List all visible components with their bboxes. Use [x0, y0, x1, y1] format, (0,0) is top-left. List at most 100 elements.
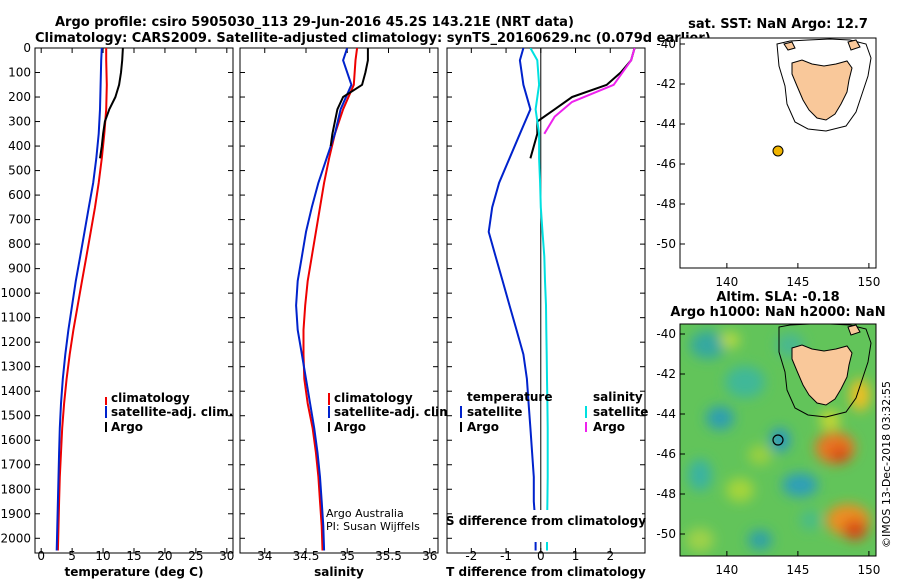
- series-argo-line: [99, 48, 124, 159]
- temperature-axis-ticks: 0 5 10 15 20 25 30: [37, 48, 234, 563]
- lon-tick-label: 145: [786, 563, 809, 577]
- depth-tick-label: 1600: [0, 433, 31, 447]
- argo-float-marker: [772, 145, 784, 157]
- depth-tick-label: 300: [8, 115, 31, 129]
- depth-tick-label: 1100: [0, 311, 31, 325]
- lat-tick-label: -42: [656, 367, 676, 381]
- x-tick-label: 20: [157, 549, 172, 563]
- salinity-legend: climatology satellite-adj. clim. Argo: [328, 391, 456, 434]
- sla-field: [686, 324, 872, 552]
- sla-shelf-outline: [778, 324, 872, 418]
- s-difference-axis-label: S difference from climatology: [446, 514, 646, 528]
- depth-tick-label: 600: [8, 188, 31, 202]
- x-tick-label: 1: [572, 549, 580, 563]
- sla-map-subtitle: Argo h1000: NaN h2000: NaN: [670, 305, 885, 320]
- salinity-series: [295, 48, 369, 551]
- legend-s-satellite: satellite: [593, 405, 648, 419]
- temperature-axis-label: temperature (deg C): [65, 565, 204, 579]
- depth-tick-label: 700: [8, 213, 31, 227]
- figure-title-line1: Argo profile: csiro 5905030_113 29-Jun-2…: [55, 15, 574, 30]
- x-tick-label: 35: [340, 549, 355, 563]
- series-argo-line: [329, 48, 369, 147]
- king-island: [783, 41, 796, 51]
- sla-map-panel: Altim. SLA: -0.18 Argo h1000: NaN h2000:…: [656, 290, 893, 577]
- lat-tick-label: -50: [656, 527, 676, 541]
- flinders-island: [847, 39, 861, 51]
- x-tick-label: 34: [257, 549, 272, 563]
- continental-shelf-outline: [776, 38, 872, 132]
- legend-argo: Argo: [111, 420, 143, 434]
- sla-flinders-island: [847, 324, 861, 336]
- lat-tick-label: -50: [656, 237, 676, 251]
- lon-tick-label: 140: [715, 563, 738, 577]
- difference-series: [487, 48, 636, 553]
- depth-axis-ticks: 0 100 200 300 400 500 600 700 800 900 1000 1100 1200…: [0, 41, 233, 545]
- salinity-plot-frame: [239, 47, 439, 554]
- temperature-series: [55, 48, 124, 551]
- legend-t-satellite: satellite: [467, 405, 522, 419]
- tasmania-island: [791, 59, 853, 121]
- lat-tick-label: -40: [656, 327, 676, 341]
- series-satellite-adj-clim--line: [55, 48, 103, 551]
- x-tick-label: -1: [500, 549, 512, 563]
- depth-tick-label: 400: [8, 139, 31, 153]
- x-tick-label: 5: [68, 549, 76, 563]
- lat-tick-label: -44: [656, 117, 676, 131]
- x-tick-label: 36: [422, 549, 437, 563]
- depth-tick-label: 1000: [0, 286, 31, 300]
- depth-tick-label: 1800: [0, 482, 31, 496]
- sst-map-title: sat. SST: NaN Argo: 12.7: [688, 17, 868, 32]
- lon-tick-label: 150: [857, 275, 880, 289]
- legend-satellite: satellite-adj. clim.: [334, 405, 456, 419]
- depth-tick-label: 1900: [0, 507, 31, 521]
- depth-tick-label: 800: [8, 237, 31, 251]
- depth-tick-label: 100: [8, 66, 31, 80]
- legend-climatology: climatology: [334, 391, 413, 405]
- x-tick-label: 2: [606, 549, 614, 563]
- legend-argo: Argo: [334, 420, 366, 434]
- lon-tick-label: 150: [857, 563, 880, 577]
- series-argo-line: [543, 48, 636, 135]
- lat-tick-label: -42: [656, 77, 676, 91]
- series-climatology-line: [302, 48, 359, 551]
- lon-tick-label: 140: [715, 275, 738, 289]
- depth-tick-label: 2000: [0, 531, 31, 545]
- depth-tick-label: 1300: [0, 360, 31, 374]
- sla-tasmania-island: [791, 344, 853, 406]
- sla-map-title: Altim. SLA: -0.18: [716, 290, 839, 305]
- x-tick-label: 10: [95, 549, 110, 563]
- series-satellite-adj-clim--line: [295, 48, 353, 551]
- x-tick-label: 30: [219, 549, 234, 563]
- difference-depth-ticks: [447, 47, 645, 539]
- lat-tick-label: -46: [656, 157, 676, 171]
- x-tick-label: 35.5: [375, 549, 402, 563]
- legend-s-argo: Argo: [593, 420, 625, 434]
- series-satellite-line: [487, 48, 537, 551]
- credit-argo-australia: Argo Australia: [326, 507, 404, 520]
- lon-tick-label: 145: [786, 275, 809, 289]
- salinity-axis-label: salinity: [314, 565, 364, 579]
- credit-pi: PI: Susan Wijffels: [326, 520, 420, 533]
- sla-argo-float-marker: [772, 434, 784, 446]
- figure-title-line2: Climatology: CARS2009. Satellite-adjuste…: [35, 31, 711, 46]
- t-difference-axis-ticks: -2 -1 0 1 2: [465, 48, 614, 563]
- depth-tick-label: 1200: [0, 335, 31, 349]
- legend-salinity-title: salinity: [593, 390, 643, 404]
- legend-temperature-title: temperature: [467, 390, 552, 404]
- lat-tick-label: -48: [656, 487, 676, 501]
- lat-tick-label: -44: [656, 407, 676, 421]
- sst-map-axes: 140 145 150 -40 -42 -44 -46 -48 -50: [656, 37, 880, 289]
- salinity-panel: 34 34.5 35 35.5 36 salinity climatology sate…: [239, 47, 456, 579]
- legend-satellite: satellite-adj. clim.: [111, 405, 233, 419]
- sla-map-axes: 140 145 150 -40 -42 -44 -46 -48 -50: [656, 327, 880, 577]
- x-tick-label: 0: [537, 549, 545, 563]
- temperature-plot-frame: [34, 47, 234, 554]
- t-difference-axis-label: T difference from climatology: [446, 565, 646, 579]
- sla-map-frame: [679, 323, 877, 557]
- x-tick-label: -2: [465, 549, 477, 563]
- depth-tick-label: 1500: [0, 409, 31, 423]
- salinity-depth-ticks: [240, 47, 438, 539]
- sst-map-panel: sat. SST: NaN Argo: 12.7 140 145 150 -40 -42…: [656, 17, 880, 289]
- difference-legend: temperature satellite Argo salinity sate…: [460, 390, 648, 434]
